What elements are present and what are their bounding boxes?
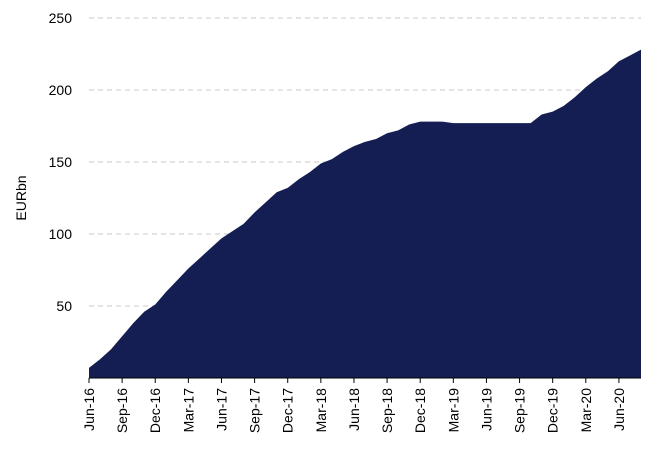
x-tick-label: Sep-18 [379,388,395,433]
y-axis-label: EURbn [13,175,29,220]
x-tick-label: Mar-19 [445,388,461,433]
x-tick-label: Mar-20 [578,388,594,433]
x-tick-label: Jun-17 [213,388,229,431]
x-tick-label: Jun-20 [611,388,627,431]
x-tick-label: Dec-19 [545,388,561,433]
x-tick-label: Dec-17 [280,388,296,433]
x-tick-label: Jun-19 [478,388,494,431]
x-tick-label: Dec-16 [147,388,163,433]
x-tick-label: Mar-17 [180,388,196,433]
x-tick-label: Mar-18 [313,388,329,433]
y-tick-label: 200 [49,82,73,98]
x-tick-label: Sep-19 [512,388,528,433]
x-tick-label: Jun-18 [346,388,362,431]
area [89,49,641,379]
x-tick-label: Sep-17 [247,388,263,433]
x-tick-label: Dec-18 [412,388,428,433]
y-tick-label: 50 [56,298,72,314]
y-tick-label: 100 [49,226,73,242]
x-tick-label: Jun-16 [81,388,97,431]
x-tick-label: Sep-16 [114,388,130,433]
y-tick-label: 250 [49,10,73,26]
y-tick-label: 150 [49,154,73,170]
